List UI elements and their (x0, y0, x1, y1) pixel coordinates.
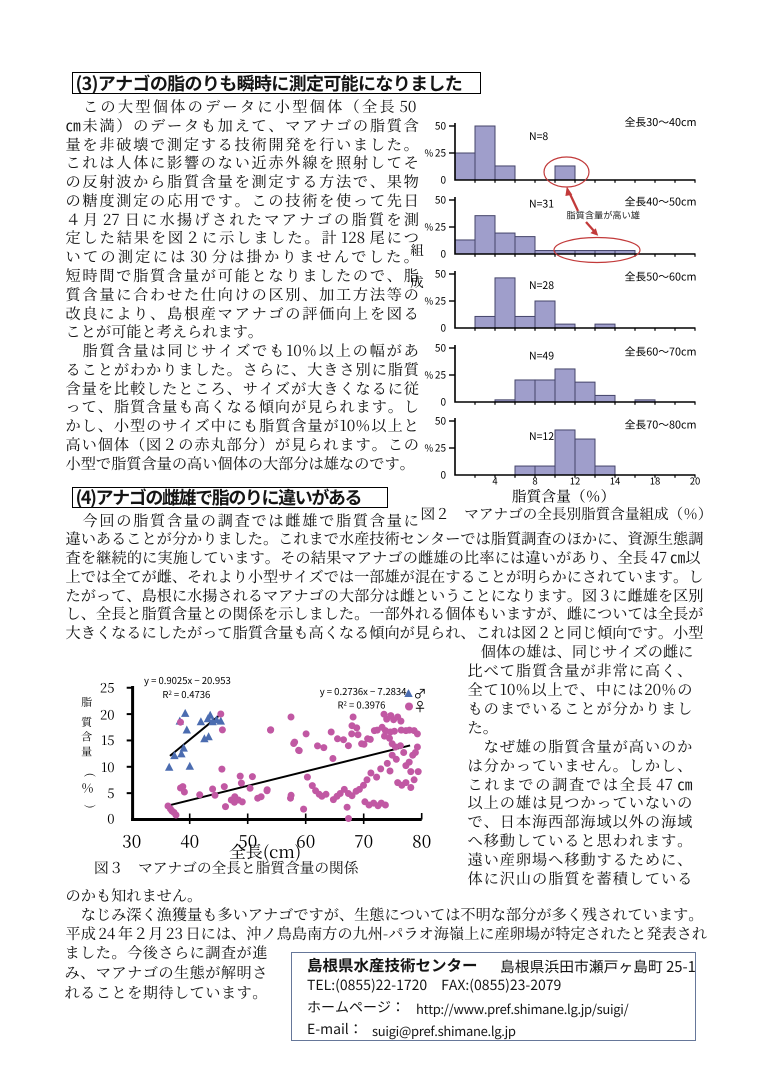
svg-text:0: 0 (440, 394, 446, 409)
svg-text:0: 0 (440, 320, 446, 335)
svg-text:♂: ♂ (414, 684, 427, 703)
svg-text:50: 50 (435, 266, 447, 281)
svg-text:R2 = 0.4736: R2 = 0.4736 (162, 687, 210, 701)
svg-text:15: 15 (101, 730, 114, 749)
svg-text:70: 70 (354, 828, 373, 853)
svg-text:%: % (82, 778, 94, 796)
svg-text:0: 0 (107, 809, 114, 828)
svg-text:50: 50 (238, 828, 257, 853)
svg-text:%: % (425, 220, 434, 234)
svg-text:12: 12 (570, 474, 581, 488)
svg-text:25: 25 (435, 145, 447, 160)
svg-text:0: 0 (440, 172, 446, 187)
svg-text:%: % (425, 441, 434, 455)
svg-text:5: 5 (107, 783, 114, 802)
svg-text:40: 40 (180, 828, 199, 853)
svg-text:全長(cm): 全長(cm) (229, 838, 301, 863)
svg-text:50: 50 (435, 118, 447, 133)
svg-text:組: 組 (410, 239, 424, 259)
svg-text:N=12: N=12 (529, 429, 554, 444)
svg-text:20: 20 (690, 474, 701, 488)
svg-text:脂質含量（％）: 脂質含量（％） (512, 486, 616, 507)
svg-text:14: 14 (610, 474, 621, 488)
svg-text:4: 4 (492, 474, 497, 488)
svg-text:全長30～40cm: 全長30～40cm (625, 114, 697, 130)
svg-text:N=31: N=31 (529, 197, 554, 212)
svg-text:%: % (425, 368, 434, 382)
svg-text:全長50～60cm: 全長50～60cm (625, 269, 697, 285)
svg-text:脂: 脂 (81, 694, 92, 710)
svg-text:♀: ♀ (414, 697, 427, 716)
svg-text:): ) (83, 804, 99, 808)
svg-text:N=28: N=28 (529, 278, 554, 293)
svg-text:25: 25 (435, 219, 447, 234)
svg-text:全長70～80cm: 全長70～80cm (625, 417, 697, 433)
svg-text:0: 0 (440, 467, 446, 482)
svg-text:N=49: N=49 (529, 349, 554, 364)
svg-text:30: 30 (122, 828, 141, 853)
svg-text:0: 0 (440, 246, 446, 261)
svg-text:y = 0.2736x − 7.2834: y = 0.2736x − 7.2834 (320, 684, 407, 698)
svg-text:N=8: N=8 (529, 129, 548, 144)
svg-text:18: 18 (650, 474, 661, 488)
svg-text:全長40～50cm: 全長40～50cm (625, 193, 697, 209)
svg-text:脂質含量が高い雄: 脂質含量が高い雄 (567, 207, 641, 221)
svg-text:8: 8 (532, 474, 537, 488)
svg-text:含: 含 (81, 729, 92, 745)
svg-text:量: 量 (81, 743, 92, 759)
svg-text:60: 60 (296, 828, 315, 853)
svg-text:%: % (425, 146, 434, 160)
svg-text:y = 0.9025x − 20.953: y = 0.9025x − 20.953 (144, 673, 231, 687)
svg-text:80: 80 (412, 828, 431, 853)
svg-text:25: 25 (435, 293, 447, 308)
svg-text:質: 質 (81, 714, 92, 730)
svg-text:全長60～70cm: 全長60～70cm (625, 344, 697, 360)
svg-text:25: 25 (100, 678, 115, 697)
svg-text:50: 50 (435, 192, 447, 207)
svg-text:50: 50 (435, 413, 447, 428)
svg-text:(: ( (83, 773, 99, 777)
svg-text:25: 25 (435, 440, 447, 455)
svg-text:10: 10 (101, 757, 114, 776)
svg-text:%: % (425, 294, 434, 308)
svg-text:20: 20 (100, 704, 115, 723)
svg-text:50: 50 (435, 340, 447, 355)
svg-text:25: 25 (435, 367, 447, 382)
svg-text:成: 成 (410, 271, 424, 291)
svg-text:R2 = 0.3976: R2 = 0.3976 (338, 698, 386, 712)
